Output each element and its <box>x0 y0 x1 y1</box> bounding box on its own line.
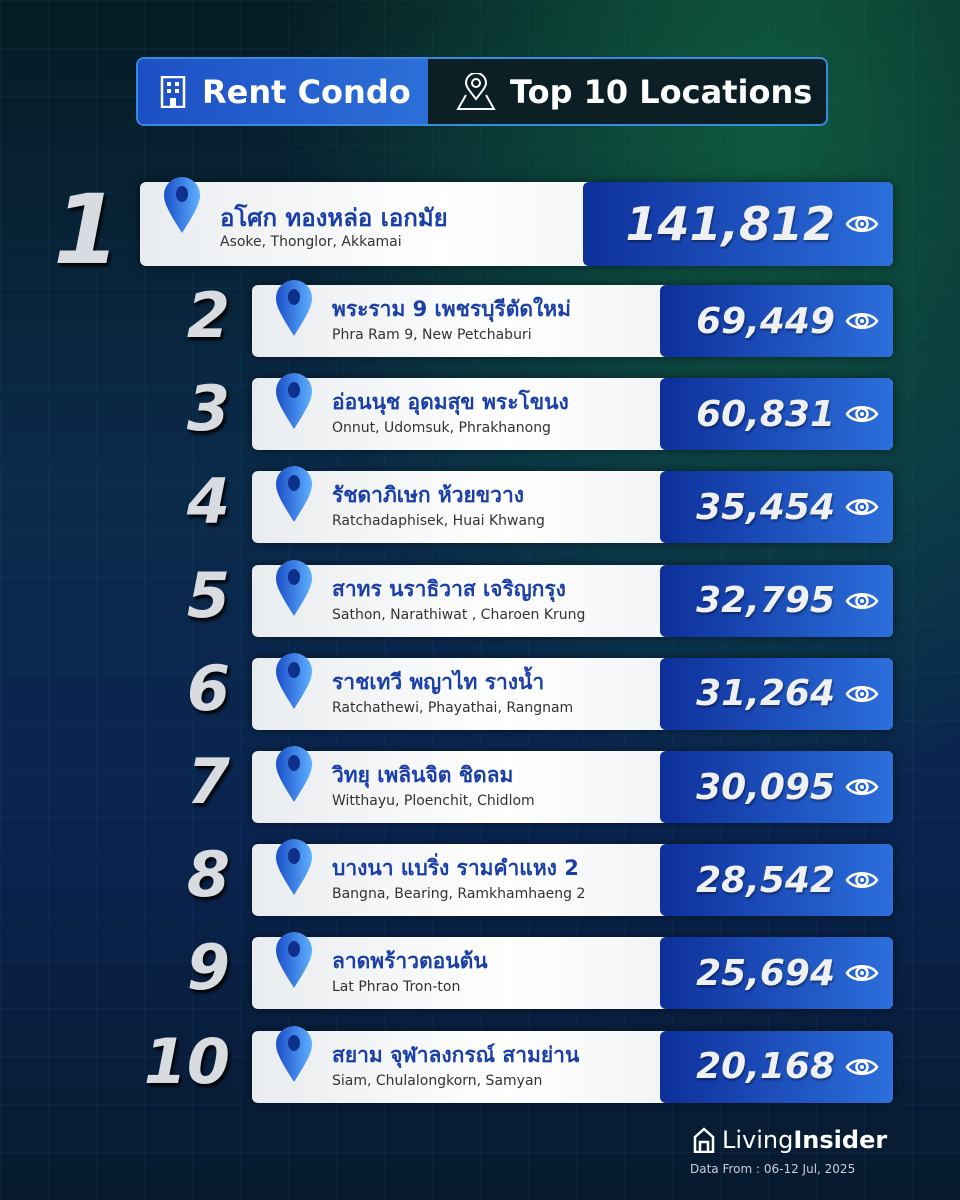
house-logo-icon <box>693 1127 715 1153</box>
location-english: Ratchadaphisek, Huai Khwang <box>332 513 545 530</box>
view-count-box: 28,542 <box>660 844 893 917</box>
view-count: 28,542 <box>696 859 835 901</box>
eye-icon <box>845 872 879 889</box>
location-row: สยาม จุฬาลงกรณ์ สามย่าน Siam, Chulalongko… <box>252 1025 893 1103</box>
data-date: Data From : 06-12 Jul, 2025 <box>690 1162 856 1176</box>
view-count: 35,454 <box>696 486 835 528</box>
location-row: วิทยุ เพลินจิต ชิดลม Witthayu, Ploenchit,… <box>252 746 893 823</box>
location-row: รัชดาภิเษก ห้วยขวาง Ratchadaphisek, Huai … <box>252 466 893 544</box>
view-count-box: 32,795 <box>660 564 893 637</box>
view-count: 30,095 <box>696 766 835 808</box>
eye-icon <box>845 499 879 516</box>
header-banner: Rent Condo Top 10 Locations <box>136 57 828 126</box>
logo-text-bold: Insider <box>793 1126 888 1154</box>
location-pin-icon <box>164 177 200 233</box>
rank-number: 7 <box>186 745 230 818</box>
location-row: อ่อนนุช อุดมสุข พระโขนง Onnut, Udomsuk, P… <box>252 373 893 451</box>
rank-number: 9 <box>186 931 230 1005</box>
eye-icon <box>845 685 879 702</box>
location-row: พระราม 9 เพชรบุรีตัดใหม่ Phra Ram 9, New … <box>252 280 893 357</box>
location-english: Ratchathewi, Phayathai, Rangnam <box>332 699 574 716</box>
view-count: 31,264 <box>696 673 835 715</box>
view-count-box: 25,694 <box>660 937 893 1010</box>
location-row: อโศก ทองหล่อ เอกมัย Asoke, Thonglor, Akka… <box>140 177 893 266</box>
location-thai: รัชดาภิเษก ห้วยขวาง <box>332 483 524 508</box>
location-row: บางนา แบริ่ง รามคำแหง 2 Bangna, Bearing, … <box>252 839 893 917</box>
eye-icon <box>845 313 879 329</box>
location-pin-icon <box>276 652 312 709</box>
location-pin-icon <box>276 559 312 616</box>
view-count-box: 30,095 <box>660 751 893 823</box>
eye-icon <box>845 965 879 982</box>
view-count: 32,795 <box>696 580 835 622</box>
rank-number: 10 <box>143 1024 230 1098</box>
location-english: Asoke, Thonglor, Akkamai <box>220 234 402 250</box>
eye-icon <box>845 216 879 232</box>
rank-number: 1 <box>53 174 120 286</box>
title-label: Top 10 Locations <box>428 59 826 124</box>
location-english: Siam, Chulalongkorn, Samyan <box>332 1072 543 1089</box>
view-count: 69,449 <box>696 300 835 342</box>
location-thai: พระราม 9 เพชรบุรีตัดใหม่ <box>332 297 571 321</box>
location-pin-icon <box>276 839 312 896</box>
location-thai: อโศก ทองหล่อ เอกมัย <box>220 204 448 232</box>
location-thai: ลาดพร้าวตอนต้น <box>332 949 488 974</box>
category-text: Rent Condo <box>202 72 411 111</box>
view-count-box: 60,831 <box>660 378 893 451</box>
location-english: Bangna, Bearing, Ramkhamhaeng 2 <box>332 886 586 903</box>
rank-number: 8 <box>186 838 230 912</box>
eye-icon <box>845 1058 879 1075</box>
location-thai: สาทร นราธิวาส เจริญกรุง <box>332 576 566 601</box>
eye-icon <box>845 592 879 609</box>
rank-number: 2 <box>186 279 230 352</box>
location-thai: อ่อนนุช อุดมสุข พระโขนง <box>332 390 569 415</box>
view-count-box: 69,449 <box>660 285 893 357</box>
view-count-box: 20,168 <box>660 1030 893 1103</box>
rank-number: 6 <box>186 651 230 725</box>
livinginsider-logo: Living Insider <box>692 1126 887 1154</box>
location-pin-icon <box>276 1025 312 1082</box>
rank-number: 4 <box>186 465 230 539</box>
location-english: Phra Ram 9, New Petchaburi <box>332 327 532 343</box>
title-text: Top 10 Locations <box>510 72 813 111</box>
location-row: ลาดพร้าวตอนต้น Lat Phrao Tron-ton 25,694 <box>252 932 893 1010</box>
location-thai: วิทยุ เพลินจิต ชิดลม <box>332 763 514 787</box>
view-count: 25,694 <box>696 952 835 994</box>
location-pin-icon <box>276 373 312 430</box>
location-pin-icon <box>276 466 312 523</box>
location-pin-icon <box>276 280 312 336</box>
view-count-box: 141,812 <box>583 182 893 266</box>
map-pin-icon <box>456 72 496 110</box>
location-english: Lat Phrao Tron-ton <box>332 979 461 996</box>
location-pin-icon <box>276 932 312 989</box>
category-label: Rent Condo <box>138 59 428 124</box>
eye-icon <box>845 406 879 423</box>
view-count: 141,812 <box>625 197 835 251</box>
eye-icon <box>845 779 879 795</box>
location-row: สาทร นราธิวาส เจริญกรุง Sathon, Narathiwa… <box>252 559 893 637</box>
view-count: 60,831 <box>696 393 835 435</box>
view-count-box: 31,264 <box>660 657 893 730</box>
view-count: 20,168 <box>696 1046 835 1088</box>
rank-number: 5 <box>186 558 230 632</box>
location-pin-icon <box>276 746 312 802</box>
location-thai: สยาม จุฬาลงกรณ์ สามย่าน <box>332 1042 580 1067</box>
building-icon <box>160 75 186 108</box>
location-row: ราชเทวี พญาไท รางน้ำ Ratchathewi, Phayath… <box>252 652 893 730</box>
view-count-box: 35,454 <box>660 471 893 544</box>
location-thai: บางนา แบริ่ง รามคำแหง 2 <box>332 856 579 881</box>
location-english: Onnut, Udomsuk, Phrakhanong <box>332 420 551 437</box>
rank-number: 3 <box>186 372 230 446</box>
location-thai: ราชเทวี พญาไท รางน้ำ <box>332 669 545 694</box>
location-english: Witthayu, Ploenchit, Chidlom <box>332 793 535 809</box>
logo-text-light: Living <box>722 1126 794 1154</box>
location-english: Sathon, Narathiwat , Charoen Krung <box>332 606 586 623</box>
